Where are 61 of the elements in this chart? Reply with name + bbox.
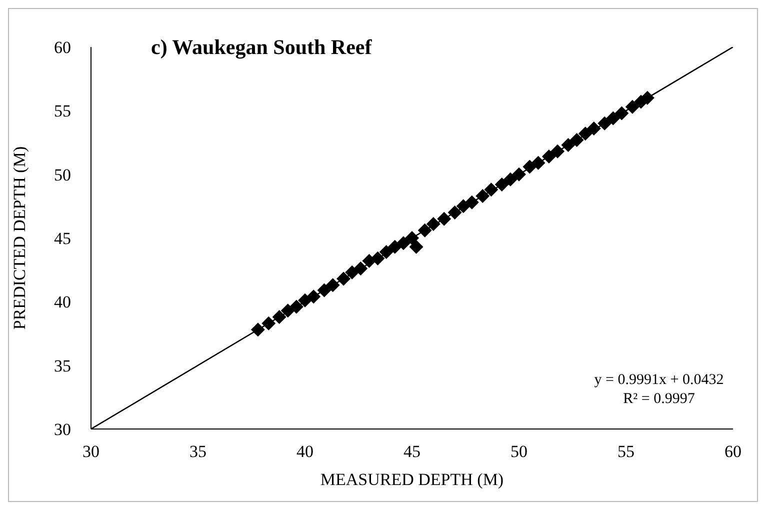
y-tick-label: 50 bbox=[54, 165, 71, 184]
point bbox=[503, 172, 518, 186]
y-axis-title: PREDICTED DEPTH (M) bbox=[10, 146, 30, 330]
y-tick-label: 55 bbox=[54, 102, 71, 121]
x-axis-title: MEASURED DEPTH (M) bbox=[320, 470, 504, 489]
point bbox=[512, 167, 526, 182]
annotation: y = 0.9991x + 0.0432 bbox=[593, 371, 725, 390]
point bbox=[388, 240, 402, 254]
point bbox=[250, 322, 265, 337]
point bbox=[640, 90, 654, 105]
point bbox=[317, 283, 332, 298]
x-tick-label: 45 bbox=[404, 442, 420, 462]
point bbox=[542, 150, 556, 164]
x-tick-label: 60 bbox=[724, 442, 742, 462]
x-tick-label: 40 bbox=[296, 442, 314, 462]
point bbox=[586, 121, 601, 136]
point bbox=[598, 116, 612, 130]
y-tick-label: 60 bbox=[54, 38, 71, 58]
point bbox=[476, 188, 490, 203]
point bbox=[550, 144, 565, 158]
point bbox=[522, 160, 537, 174]
point bbox=[561, 138, 576, 152]
point bbox=[456, 199, 470, 214]
point bbox=[306, 290, 321, 304]
point bbox=[437, 212, 452, 226]
point bbox=[606, 111, 620, 126]
point bbox=[625, 100, 640, 114]
point bbox=[326, 278, 340, 292]
point bbox=[272, 310, 286, 324]
x-tick-label: 55 bbox=[618, 442, 634, 462]
point bbox=[370, 251, 385, 266]
annotation: R² = 0.9997 bbox=[622, 390, 696, 409]
point bbox=[405, 231, 419, 245]
point bbox=[345, 265, 360, 280]
y-tick-label: 40 bbox=[54, 292, 71, 312]
point bbox=[418, 223, 432, 238]
point bbox=[426, 216, 440, 231]
point bbox=[354, 262, 368, 276]
point bbox=[570, 132, 584, 147]
point bbox=[484, 182, 498, 197]
y-tick-label: 45 bbox=[54, 229, 71, 248]
point bbox=[531, 156, 546, 170]
point bbox=[448, 206, 462, 220]
x-tick-label: 50 bbox=[510, 442, 528, 462]
x-tick-label: 35 bbox=[190, 442, 206, 462]
point bbox=[289, 300, 304, 314]
point bbox=[379, 245, 394, 260]
point bbox=[396, 236, 410, 250]
y-tick-label: 30 bbox=[54, 420, 71, 440]
y-tick-label: 35 bbox=[54, 356, 71, 376]
point bbox=[578, 126, 592, 141]
point bbox=[298, 293, 312, 308]
point bbox=[464, 195, 479, 210]
x-tick-label: 30 bbox=[82, 442, 100, 462]
point bbox=[336, 272, 351, 286]
point bbox=[409, 240, 424, 254]
chart-title: c) Waukegan South Reef bbox=[151, 35, 372, 60]
point bbox=[280, 304, 295, 318]
point bbox=[262, 316, 276, 330]
point bbox=[494, 178, 509, 192]
point bbox=[614, 106, 629, 120]
